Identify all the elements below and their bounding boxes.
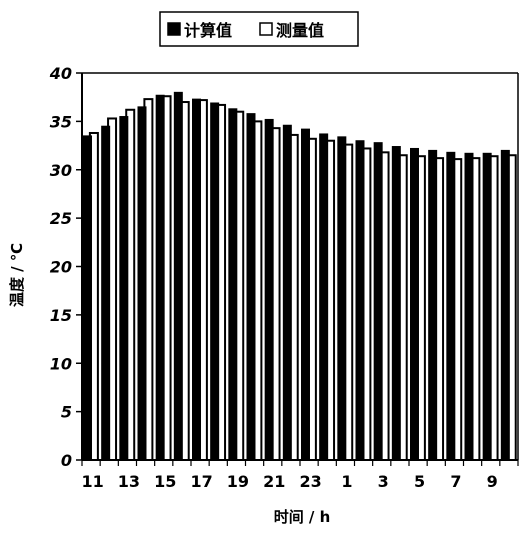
x-tick-label-5: 5 xyxy=(414,472,425,491)
legend: 计算值 测量值 xyxy=(159,11,359,47)
bar-calculated-17 xyxy=(192,98,201,461)
x-tick-label-19: 19 xyxy=(227,472,249,491)
bar-calculated-18 xyxy=(210,102,220,461)
legend-label-calculated: 计算值 xyxy=(184,21,232,40)
y-tick-label-25: 25 xyxy=(50,209,72,228)
bar-calculated-8 xyxy=(464,152,474,461)
plot-area xyxy=(83,91,517,462)
y-tick-label-15: 15 xyxy=(50,306,72,325)
bar-calculated-16 xyxy=(173,91,183,461)
x-tick-label-21: 21 xyxy=(263,472,285,491)
legend-label-measured: 测量值 xyxy=(276,21,324,40)
bar-calculated-6 xyxy=(428,149,438,461)
y-axis-title: 温度 / ℃ xyxy=(8,243,26,307)
y-tick-label-30: 30 xyxy=(50,161,72,180)
y-tick-label-35: 35 xyxy=(50,112,72,131)
bar-calculated-15 xyxy=(155,94,165,461)
x-tick-label-1: 1 xyxy=(341,472,352,491)
bar-calculated-5 xyxy=(410,147,419,461)
legend-box xyxy=(159,11,359,47)
y-tick-label-10: 10 xyxy=(50,354,72,373)
bar-calculated-11 xyxy=(83,135,92,461)
y-tick-label-5: 5 xyxy=(61,403,72,422)
x-axis-title: 时间 / h xyxy=(274,508,331,526)
legend-swatch-calculated xyxy=(167,22,181,36)
x-tick-label-13: 13 xyxy=(118,472,140,491)
bar-calculated-19 xyxy=(228,108,238,461)
bar-calculated-7 xyxy=(446,151,456,461)
bar-calculated-10 xyxy=(500,149,510,461)
x-tick-label-17: 17 xyxy=(190,472,212,491)
y-tick-label-0: 0 xyxy=(61,451,72,470)
bar-calculated-13 xyxy=(119,116,129,461)
x-tick-label-23: 23 xyxy=(299,472,321,491)
bar-calculated-24 xyxy=(319,133,329,461)
bar-calculated-2 xyxy=(355,140,365,461)
x-tick-label-11: 11 xyxy=(81,472,103,491)
bar-calculated-14 xyxy=(137,106,147,461)
bar-calculated-20 xyxy=(246,113,256,461)
x-tick-label-3: 3 xyxy=(378,472,389,491)
bar-calculated-3 xyxy=(373,142,383,461)
y-tick-label-20: 20 xyxy=(50,258,72,277)
bar-calculated-22 xyxy=(282,124,292,461)
bar-calculated-12 xyxy=(101,125,111,461)
bar-calculated-21 xyxy=(264,118,274,461)
bar-calculated-9 xyxy=(482,152,492,461)
legend-swatch-measured xyxy=(259,22,273,36)
bar-calculated-4 xyxy=(391,146,401,461)
x-tick-label-9: 9 xyxy=(487,472,498,491)
bar-calculated-23 xyxy=(301,128,310,461)
x-tick-label-7: 7 xyxy=(450,472,461,491)
x-tick-label-15: 15 xyxy=(154,472,176,491)
bar-calculated-1 xyxy=(337,136,347,461)
y-tick-label-40: 40 xyxy=(49,64,72,83)
